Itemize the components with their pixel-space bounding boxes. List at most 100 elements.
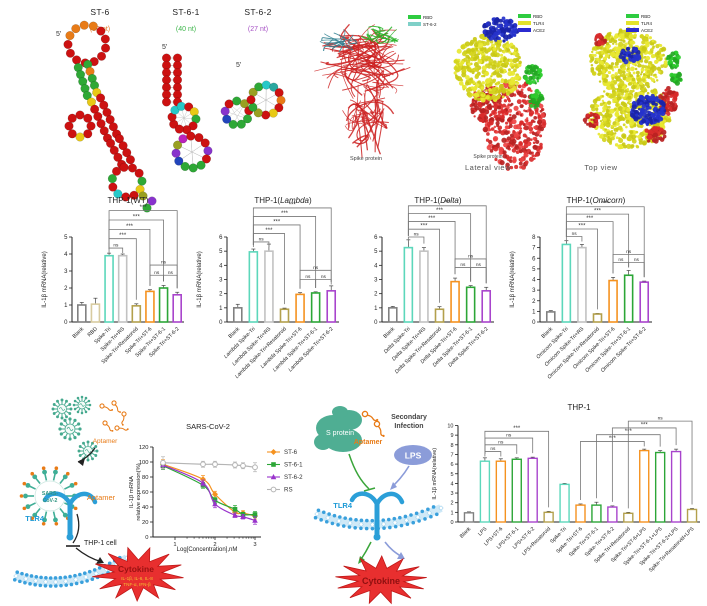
virus-label-line2: CoV-2: [43, 498, 58, 504]
five-prime-st6-1: 5': [162, 44, 168, 51]
svg-text:Blank: Blank: [459, 526, 473, 540]
svg-text:0: 0: [374, 320, 378, 326]
legend-label: RBD: [641, 13, 651, 19]
svg-text:THP-1(Delta): THP-1(Delta): [414, 196, 461, 205]
svg-text:0: 0: [145, 535, 148, 541]
svg-text:1: 1: [64, 303, 68, 309]
svg-text:ns: ns: [154, 271, 160, 276]
svg-text:***: ***: [133, 215, 141, 221]
svg-text:1: 1: [450, 510, 453, 516]
svg-text:0: 0: [532, 320, 536, 326]
svg-text:***: ***: [126, 224, 134, 230]
legend-top-panel: RBD TLR4 ACE2: [626, 13, 653, 33]
svg-text:0: 0: [450, 520, 453, 526]
svg-text:THP-1: THP-1: [567, 403, 591, 412]
structure-title-st6-2: ST-6-2: [244, 7, 272, 17]
aptamer-label-mid: Aptamer: [87, 493, 116, 502]
svg-text:7: 7: [450, 452, 453, 458]
legend-label: ACE2: [533, 27, 545, 33]
svg-text:***: ***: [420, 224, 428, 230]
svg-text:2: 2: [213, 542, 216, 548]
svg-text:IL-1β mRNA(relative): IL-1β mRNA(relative): [197, 251, 203, 307]
svg-text:3: 3: [64, 269, 68, 275]
svg-text:ST-6-1: ST-6-1: [284, 462, 303, 469]
caption-top-view: Top view: [584, 163, 618, 172]
aptamer-label-top: Aptamer: [93, 438, 118, 445]
svg-text:IL-1β mRNA(relative): IL-1β mRNA(relative): [432, 448, 438, 500]
svg-text:***: ***: [428, 216, 436, 222]
svg-text:IL-1β mRNA(relative): IL-1β mRNA(relative): [510, 251, 516, 307]
arrowhead-lps: [390, 482, 397, 490]
svg-text:9: 9: [450, 433, 453, 439]
svg-text:8: 8: [532, 235, 536, 241]
s-protein-label: S protein: [326, 430, 354, 437]
legend-label: ACE2: [641, 27, 653, 33]
svg-text:RS: RS: [284, 487, 293, 494]
svg-text:***: ***: [602, 201, 610, 207]
svg-text:3: 3: [219, 278, 223, 284]
svg-text:THP-1(WT): THP-1(WT): [108, 196, 149, 205]
legend-label: RBD: [533, 13, 543, 19]
svg-text:120: 120: [139, 445, 149, 451]
svg-text:4: 4: [64, 252, 68, 258]
svg-text:0: 0: [64, 320, 68, 326]
svg-text:***: ***: [273, 219, 281, 225]
schematic-secondary-infection: S protein Aptamer Secondary Infection LP…: [313, 406, 444, 605]
svg-text:THP-1(Omicorn): THP-1(Omicorn): [567, 196, 626, 205]
svg-text:0: 0: [219, 320, 223, 326]
legend-swatch: [626, 13, 639, 19]
svg-text:Blank: Blank: [228, 326, 242, 340]
svg-text:relative expression(%): relative expression(%): [136, 463, 142, 520]
svg-text:ns: ns: [414, 233, 420, 238]
virus-label-line1: SARS-: [42, 491, 58, 497]
arrow-tlr4-to-cytokine: [75, 547, 103, 563]
svg-text:60: 60: [142, 490, 148, 496]
structure-length-st6-1: (40 nt): [175, 26, 197, 33]
tlr4-label-left: TLR4: [25, 514, 45, 523]
svg-text:7: 7: [532, 246, 536, 252]
aptamer-label-right: Aptamer: [354, 439, 383, 446]
legend-entry-ace2: ACE2: [518, 27, 545, 33]
svg-text:8: 8: [450, 443, 453, 449]
svg-text:ns: ns: [460, 263, 466, 268]
svg-text:2: 2: [450, 501, 453, 507]
svg-text:ns: ns: [490, 447, 496, 452]
legend-label: RBD: [423, 14, 433, 20]
svg-text:2: 2: [64, 286, 68, 292]
svg-text:***: ***: [265, 228, 273, 234]
svg-text:3: 3: [374, 278, 378, 284]
legend-entry-tlr4: TLR4: [518, 20, 545, 26]
cytokine-label-right: Cytokine: [362, 576, 400, 586]
svg-text:THP-1(Lambda): THP-1(Lambda): [254, 196, 312, 205]
tlr4-label-right: TLR4: [333, 501, 353, 510]
five-prime-st6: 5': [56, 31, 62, 38]
cytokine-line1: IL-1β, IL-6, IL-8: [121, 576, 153, 581]
svg-text:***: ***: [436, 208, 444, 214]
svg-text:5: 5: [532, 267, 536, 273]
svg-text:ns: ns: [259, 237, 265, 242]
svg-text:ns: ns: [313, 266, 319, 271]
svg-text:***: ***: [586, 216, 594, 222]
svg-text:ns: ns: [618, 258, 624, 263]
legend-swatch: [408, 21, 421, 27]
svg-text:ST-6: ST-6: [284, 449, 298, 456]
svg-text:1: 1: [173, 542, 176, 548]
legend-swatch: [408, 14, 421, 20]
svg-text:1: 1: [374, 306, 378, 312]
svg-text:***: ***: [289, 202, 297, 208]
structure-length-st6-2: (27 nt): [247, 26, 269, 33]
cytokine-line2: TNF-α, IFN-β: [123, 582, 151, 587]
svg-text:4: 4: [450, 481, 453, 487]
legend-lateral-panel: RBD TLR4 ACE2: [518, 13, 545, 33]
legend-entry-ace2: ACE2: [626, 27, 653, 33]
svg-text:IL-1β mRNA(relative): IL-1β mRNA(relative): [42, 251, 48, 307]
protein-structures-canvas: [314, 16, 683, 171]
s-protein-blob: [314, 406, 362, 452]
svg-text:Blank: Blank: [383, 326, 397, 340]
svg-text:2: 2: [219, 292, 223, 298]
svg-text:ns: ns: [476, 263, 482, 268]
svg-text:40: 40: [142, 505, 148, 511]
legend-entry-st-6-2: ST-6-2: [408, 21, 437, 27]
arrowhead-1: [78, 458, 85, 466]
